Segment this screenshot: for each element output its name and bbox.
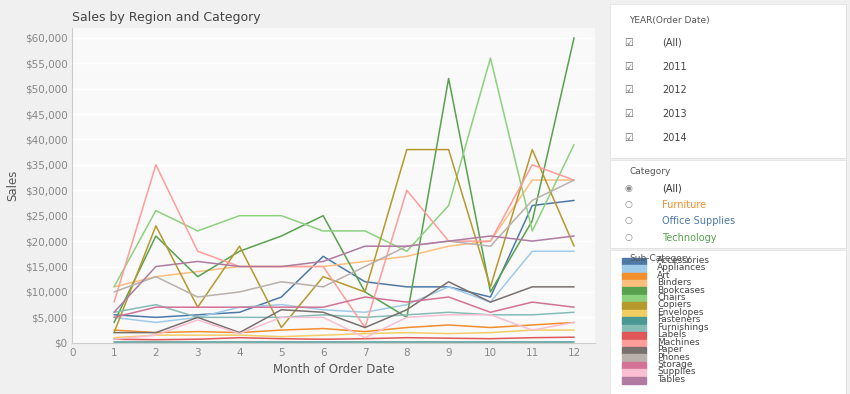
Text: ☑: ☑ <box>625 38 633 48</box>
Text: Office Supplies: Office Supplies <box>662 216 735 226</box>
Bar <box>622 332 646 339</box>
Text: 2014: 2014 <box>662 133 687 143</box>
Text: Technology: Technology <box>662 233 717 243</box>
Text: Paper: Paper <box>657 345 683 354</box>
Text: Bookcases: Bookcases <box>657 286 706 295</box>
Text: Supplies: Supplies <box>657 368 696 376</box>
Text: Category: Category <box>629 167 671 176</box>
Bar <box>622 280 646 287</box>
X-axis label: Month of Order Date: Month of Order Date <box>273 363 394 376</box>
Bar <box>622 347 646 354</box>
Bar <box>622 377 646 384</box>
Text: Storage: Storage <box>657 360 693 369</box>
Text: (All): (All) <box>662 38 682 48</box>
Bar <box>622 295 646 302</box>
Bar <box>622 340 646 346</box>
Bar <box>622 302 646 309</box>
Bar <box>622 325 646 332</box>
Bar <box>622 288 646 294</box>
Bar <box>622 310 646 317</box>
Bar <box>622 273 646 279</box>
Bar <box>622 317 646 324</box>
Text: (All): (All) <box>662 184 682 193</box>
Bar <box>622 355 646 361</box>
Text: Chairs: Chairs <box>657 293 686 302</box>
Text: ○: ○ <box>625 200 632 209</box>
Text: Tables: Tables <box>657 375 685 384</box>
Text: YEAR(Order Date): YEAR(Order Date) <box>629 16 710 25</box>
Text: ○: ○ <box>625 216 632 225</box>
Text: Sales by Region and Category: Sales by Region and Category <box>72 11 261 24</box>
Text: ☑: ☑ <box>625 109 633 119</box>
Text: Furnishings: Furnishings <box>657 323 709 332</box>
Bar <box>622 258 646 265</box>
Text: 2012: 2012 <box>662 85 687 95</box>
Text: Art: Art <box>657 271 671 280</box>
Text: Machines: Machines <box>657 338 700 347</box>
Text: ☑: ☑ <box>625 133 633 143</box>
Bar <box>622 362 646 369</box>
Text: Fasteners: Fasteners <box>657 315 700 324</box>
Text: 2011: 2011 <box>662 61 687 72</box>
Text: Binders: Binders <box>657 278 692 287</box>
Text: Copiers: Copiers <box>657 300 692 309</box>
Text: Furniture: Furniture <box>662 200 706 210</box>
Text: Sub-Category: Sub-Category <box>629 254 691 263</box>
Text: ◉: ◉ <box>625 184 632 193</box>
Text: ○: ○ <box>625 233 632 242</box>
Text: Appliances: Appliances <box>657 263 706 272</box>
Text: Accessories: Accessories <box>657 256 711 265</box>
Text: 2013: 2013 <box>662 109 687 119</box>
Text: Envelopes: Envelopes <box>657 308 704 317</box>
Bar <box>622 369 646 376</box>
Text: ☑: ☑ <box>625 85 633 95</box>
Text: Phones: Phones <box>657 353 690 362</box>
Bar <box>622 265 646 272</box>
Text: ☑: ☑ <box>625 61 633 72</box>
Y-axis label: Sales: Sales <box>6 169 19 201</box>
Text: Labels: Labels <box>657 330 687 339</box>
